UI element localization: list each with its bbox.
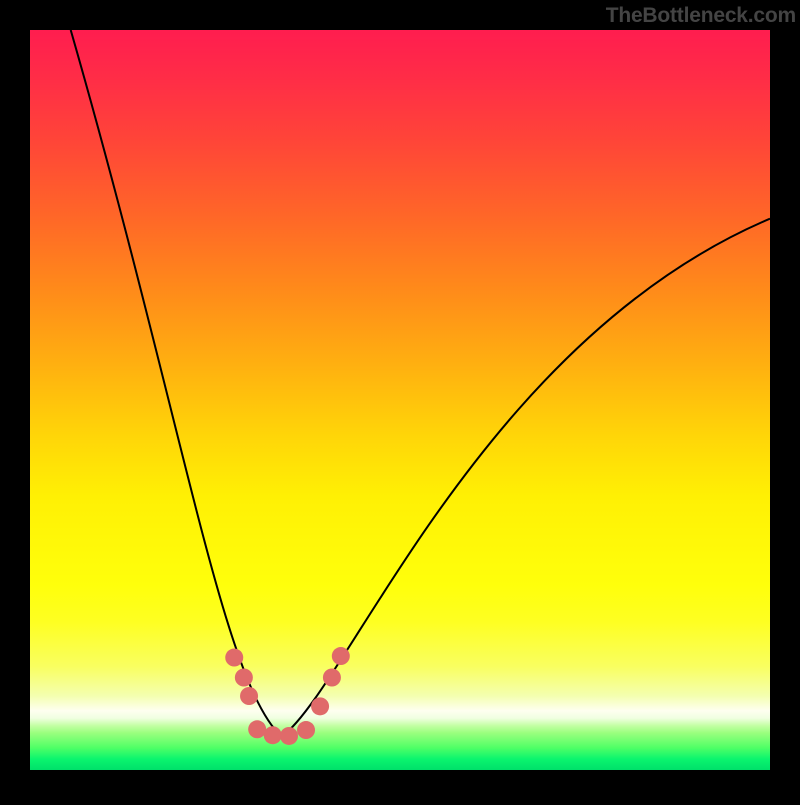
marker (297, 721, 315, 739)
plot-background (30, 30, 770, 770)
marker (225, 649, 243, 667)
marker (248, 720, 266, 738)
chart-container: TheBottleneck.com (0, 0, 800, 800)
marker (235, 669, 253, 687)
marker (264, 726, 282, 744)
marker (280, 727, 298, 745)
marker (332, 647, 350, 665)
bottleneck-chart (0, 0, 800, 800)
watermark-text: TheBottleneck.com (606, 4, 796, 28)
marker (311, 697, 329, 715)
marker (323, 669, 341, 687)
marker (240, 687, 258, 705)
